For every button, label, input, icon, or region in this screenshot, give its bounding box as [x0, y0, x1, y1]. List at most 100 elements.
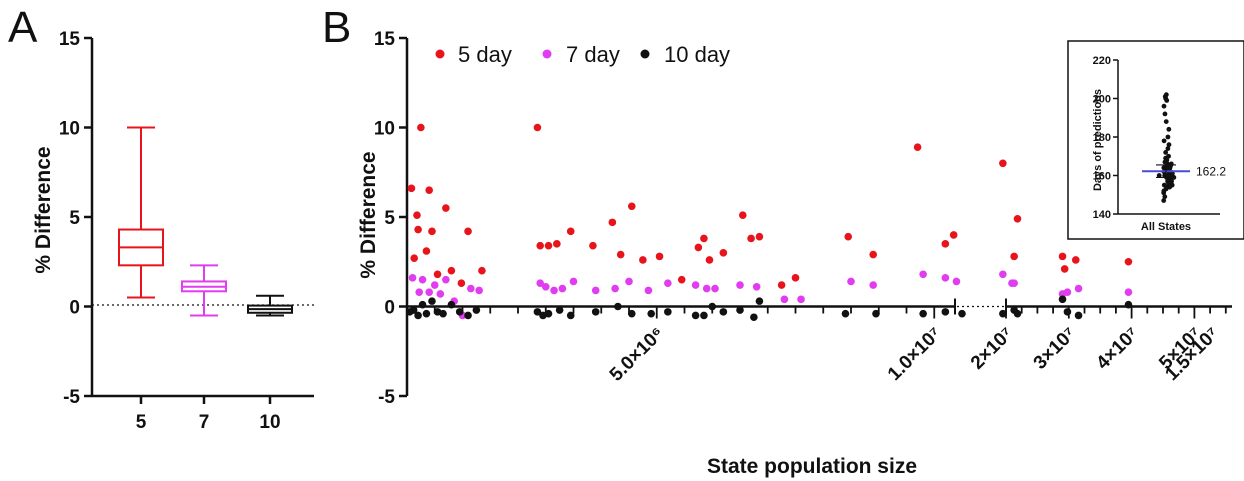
inset-y-axis-label: Days of predictions [1092, 89, 1104, 191]
data-point [999, 309, 1007, 318]
data-point [591, 286, 600, 295]
inset-data-point [1162, 111, 1168, 117]
inset-data-point [1161, 103, 1167, 109]
y-tick-label: 5 [69, 208, 80, 229]
data-point [455, 308, 464, 316]
data-point [999, 159, 1007, 168]
data-point [913, 143, 922, 151]
data-point [414, 311, 422, 320]
legend: 5 day 7 day 10 day [435, 42, 730, 67]
data-point [533, 123, 542, 132]
inset-mean-label: 162.2 [1196, 164, 1226, 178]
data-point [417, 123, 425, 132]
y-axis-label: % Difference [357, 151, 380, 278]
data-point [747, 234, 755, 243]
data-point [958, 309, 966, 318]
data-point [791, 274, 800, 282]
legend-marker-10-day [640, 49, 650, 59]
data-point [691, 311, 700, 320]
data-point [439, 309, 447, 318]
inset-data-point [1161, 198, 1167, 203]
data-point [949, 231, 958, 239]
y-axis-label: % Difference [32, 146, 55, 273]
inset-data-point [1167, 184, 1173, 190]
data-point [691, 281, 700, 289]
data-point [611, 284, 619, 293]
data-point [436, 290, 445, 298]
data-point [627, 202, 636, 211]
legend-label-10-day: 10 day [664, 42, 730, 67]
data-point [736, 306, 744, 314]
data-point [780, 295, 789, 304]
data-point [447, 300, 456, 309]
data-point [536, 279, 544, 288]
data-point [841, 309, 850, 318]
inset-data-point [1163, 119, 1169, 124]
data-point [555, 306, 564, 314]
data-point [655, 252, 664, 261]
data-point [844, 232, 853, 241]
y-tick-label: -5 [63, 387, 80, 408]
data-point [627, 309, 636, 318]
data-point [1124, 300, 1133, 309]
data-point [869, 281, 877, 289]
data-point [428, 227, 436, 236]
data-point [941, 240, 950, 248]
box-10 [247, 294, 293, 317]
data-point [952, 277, 961, 286]
data-point [711, 284, 719, 293]
inset-data-point [1164, 98, 1170, 103]
data-point [1010, 252, 1018, 261]
data-point [418, 275, 427, 284]
inset-y-tick-label: 200 [1093, 94, 1111, 106]
data-point [442, 275, 450, 284]
data-point [869, 250, 877, 259]
y-tick-label: 5 [384, 208, 395, 229]
data-point [644, 286, 653, 295]
data-point [533, 308, 542, 316]
data-point [919, 270, 927, 279]
data-point [553, 240, 561, 248]
x-tick-label: 3×10⁷ [1030, 323, 1081, 374]
inset-y-tick-label: 180 [1093, 132, 1111, 144]
inset-data-point [1156, 173, 1162, 178]
x-tick-label: 2×10⁷ [967, 323, 1018, 374]
box-7 [181, 264, 227, 317]
legend-label-7-day: 7 day [566, 42, 620, 67]
data-point [919, 309, 927, 318]
inset-data-point [1162, 194, 1168, 200]
inset-y-tick-label: 160 [1093, 171, 1111, 183]
data-point [677, 275, 686, 284]
data-point [1063, 308, 1072, 316]
data-point [433, 270, 442, 279]
data-point [1010, 306, 1018, 314]
data-point [614, 302, 622, 311]
data-point [738, 211, 747, 220]
data-point [847, 277, 855, 286]
inset-y-tick-label: 140 [1093, 209, 1111, 221]
data-point [541, 283, 550, 291]
data-point [719, 249, 728, 257]
data-point [752, 283, 761, 291]
y-tick-label: 15 [374, 29, 396, 50]
panel-label-b: B [322, 3, 352, 52]
x-tick-label: 4×10⁷ [1092, 323, 1143, 374]
inset-data-point [1165, 146, 1171, 151]
data-point [625, 277, 633, 286]
legend-marker-5-day [435, 49, 445, 59]
data-point [408, 274, 417, 282]
data-point [442, 204, 450, 212]
data-point [558, 284, 567, 293]
inset-data-point [1161, 138, 1167, 144]
box-5 [118, 126, 164, 299]
data-point [550, 286, 558, 295]
data-point [664, 308, 672, 316]
data-point [755, 232, 764, 241]
data-point [1124, 257, 1133, 266]
data-point [705, 256, 714, 264]
data-point [777, 281, 786, 289]
data-point [409, 306, 418, 314]
series-5-day [407, 123, 1133, 289]
series-10-day [405, 295, 1133, 322]
data-point [464, 311, 472, 320]
